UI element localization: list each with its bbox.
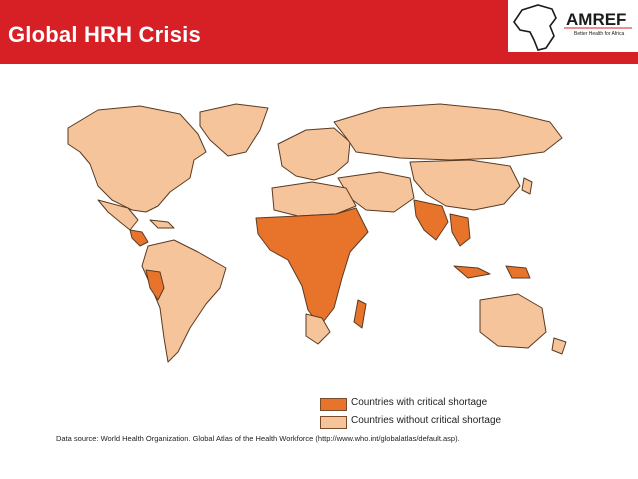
sub-saharan-africa	[255, 207, 369, 327]
australia	[479, 293, 547, 349]
africa-map-icon	[508, 0, 638, 52]
amref-logo: AMREF Better Health for Africa	[508, 0, 638, 52]
north-america	[67, 105, 207, 213]
europe	[277, 127, 351, 181]
legend-swatch-critical	[320, 398, 347, 411]
peru	[145, 269, 165, 301]
legend-swatch-non-critical	[320, 416, 347, 429]
data-source-note: Data source: World Health Organization. …	[56, 434, 460, 443]
world-map	[67, 103, 567, 363]
logo-tagline: Better Health for Africa	[574, 31, 625, 37]
east-asia	[409, 159, 521, 211]
indonesia	[453, 265, 491, 279]
new-zealand	[551, 337, 567, 355]
papua	[505, 265, 531, 279]
southeast-asia	[449, 213, 471, 247]
central-america	[129, 229, 149, 247]
legend-label-non-critical: Countries without critical shortage	[351, 415, 502, 426]
logo-name: AMREF	[566, 10, 627, 29]
madagascar	[353, 299, 367, 329]
header-bar: Global HRH Crisis AMREF Better Health fo…	[0, 0, 638, 64]
japan	[521, 177, 533, 195]
slide-title: Global HRH Crisis	[8, 22, 201, 47]
south-america	[141, 239, 227, 363]
russia	[333, 103, 563, 161]
greenland	[199, 103, 269, 157]
southern-africa	[305, 313, 331, 345]
south-asia	[413, 199, 449, 241]
caribbean	[149, 219, 175, 229]
north-africa	[271, 181, 357, 217]
legend-label-critical: Countries with critical shortage	[351, 397, 488, 408]
